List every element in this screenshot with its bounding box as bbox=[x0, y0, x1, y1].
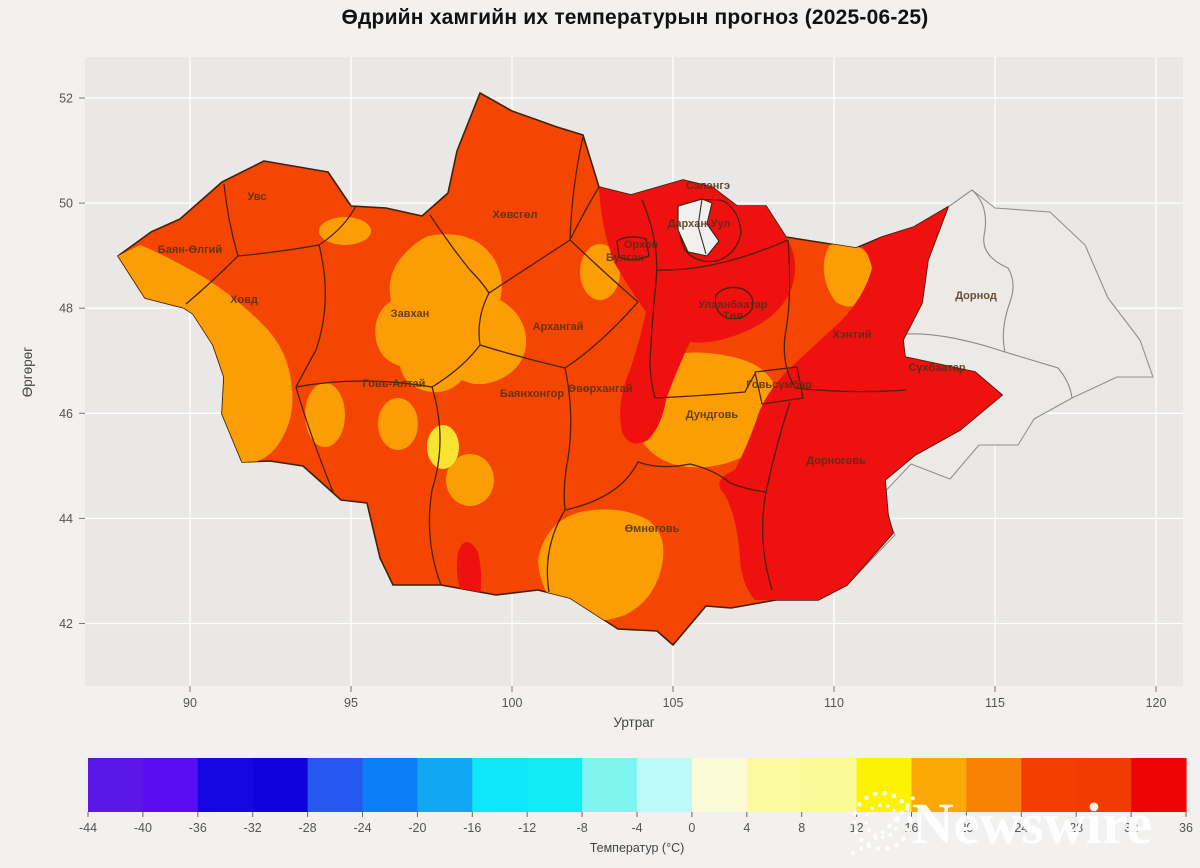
temperature-band-orange bbox=[118, 217, 876, 621]
colorbar-segment bbox=[746, 758, 803, 812]
region-label-Дорноговь: Дорноговь bbox=[806, 455, 866, 467]
y-tick-label: 44 bbox=[59, 512, 73, 526]
region-label-Говьсүмбэр: Говьсүмбэр bbox=[746, 379, 812, 391]
colorbar-segment bbox=[1076, 758, 1132, 812]
region-labels: Увс Баян-Өлгий Ховд Завхан Говь-Алтай Хөвсгөл… bbox=[158, 180, 997, 535]
region-label-Хөвсгөл: Хөвсгөл bbox=[493, 209, 538, 221]
region-label-Орхон: Орхон bbox=[624, 239, 658, 251]
region-label-Хэнтий: Хэнтий bbox=[833, 329, 872, 341]
x-tick-label: 95 bbox=[344, 696, 358, 710]
newswire-watermark-text: Newswire bbox=[912, 791, 1153, 856]
x-tick-label: 105 bbox=[663, 696, 684, 710]
region-label-Булган: Булган bbox=[606, 252, 644, 264]
colorbar-tick-label: -44 bbox=[79, 821, 97, 835]
region-label-Завхан: Завхан bbox=[391, 308, 430, 320]
region-label-Төв: Төв bbox=[723, 310, 743, 322]
colorbar-segment bbox=[911, 758, 967, 812]
colorbar-tick-label: -36 bbox=[189, 821, 207, 835]
colorbar-segment bbox=[307, 758, 364, 812]
colorbar-tick-label: 36 bbox=[1179, 821, 1193, 835]
region-label-Баян-Өлгий: Баян-Өлгий bbox=[158, 244, 222, 256]
colorbar-tick-label: 0 bbox=[688, 821, 695, 835]
colorbar-segment bbox=[856, 758, 913, 812]
colorbar-tick-label: 8 bbox=[798, 821, 805, 835]
colorbar-tick-label: 32 bbox=[1124, 821, 1138, 835]
temperature-band-red bbox=[456, 180, 1002, 600]
colorbar-segment bbox=[1131, 758, 1187, 812]
colorbar-tick-label: 20 bbox=[959, 821, 973, 835]
colorbar-tick-label: -28 bbox=[299, 821, 317, 835]
y-tick-label: 42 bbox=[59, 617, 73, 631]
x-tick-label: 100 bbox=[502, 696, 523, 710]
colorbar-tick-label: 4 bbox=[743, 821, 750, 835]
temperature-spot-yellow bbox=[427, 425, 459, 469]
region-label-Дархан-Уул: Дархан-Уул bbox=[668, 218, 731, 230]
axes: 90 95 100 105 110 115 120 52 50 48 46 44 42 bbox=[59, 92, 1166, 711]
y-tick-label: 50 bbox=[59, 197, 73, 211]
region-label-Сүхбаатар: Сүхбаатар bbox=[908, 362, 966, 374]
colorbar-label: Температур (°C) bbox=[590, 841, 685, 855]
y-tick-label: 52 bbox=[59, 92, 73, 106]
region-label-Баянхонгор: Баянхонгор bbox=[500, 388, 564, 400]
colorbar-segment bbox=[582, 758, 638, 812]
colorbar-segment bbox=[88, 758, 144, 812]
colorbar-segment bbox=[362, 758, 418, 812]
colorbar-tick-label: -32 bbox=[244, 821, 262, 835]
chart-title: Өдрийн хамгийн их температурын прогноз (… bbox=[341, 6, 929, 29]
x-axis-label: Уртраг bbox=[613, 715, 654, 730]
colorbar-segment bbox=[691, 758, 748, 812]
colorbar-tick-label: 12 bbox=[850, 821, 864, 835]
mongolia-map bbox=[117, 92, 1154, 646]
y-tick-label: 48 bbox=[59, 302, 73, 316]
colorbar-tick-label: -8 bbox=[577, 821, 588, 835]
colorbar-tick-label: -16 bbox=[463, 821, 481, 835]
colorbar-segment bbox=[801, 758, 858, 812]
colorbar: -44 -40 -36 -32 -28 -24 -20 -16 -12 -8 -4 0 4 8 12 16 20… bbox=[79, 758, 1193, 835]
region-label-Дорнод: Дорнод bbox=[955, 290, 997, 302]
colorbar-segment bbox=[197, 758, 254, 812]
colorbar-segment bbox=[142, 758, 199, 812]
colorbar-segment bbox=[527, 758, 583, 812]
colorbar-tick-label: 24 bbox=[1014, 821, 1028, 835]
y-axis-label: Өргөрөг bbox=[20, 347, 35, 397]
x-tick-label: 120 bbox=[1146, 696, 1167, 710]
x-tick-label: 115 bbox=[985, 696, 1005, 710]
region-label-Ховд: Ховд bbox=[230, 294, 258, 306]
colorbar-segment bbox=[1021, 758, 1077, 812]
colorbar-tick-label: -12 bbox=[518, 821, 536, 835]
colorbar-segment bbox=[252, 758, 309, 812]
region-label-Сэлэнгэ: Сэлэнгэ bbox=[686, 180, 730, 192]
aimag-borders-no-data-zone bbox=[904, 189, 1073, 399]
region-label-Архангай: Архангай bbox=[533, 321, 584, 333]
no-data-hole bbox=[677, 198, 720, 257]
colorbar-segment bbox=[637, 758, 693, 812]
colorbar-tick-label: -24 bbox=[353, 821, 371, 835]
colorbar-tick-label: -20 bbox=[408, 821, 426, 835]
watermark: Newswire bbox=[851, 790, 1153, 856]
region-label-Өвөрхангай: Өвөрхангай bbox=[568, 383, 633, 395]
y-tick-label: 46 bbox=[59, 407, 73, 421]
colorbar-tick-label: -4 bbox=[631, 821, 642, 835]
colorbar-segment bbox=[472, 758, 528, 812]
colorbar-tick-label: -40 bbox=[134, 821, 152, 835]
colorbar-tick-label: 28 bbox=[1069, 821, 1083, 835]
x-tick-label: 110 bbox=[824, 696, 844, 710]
region-label-Увс: Увс bbox=[247, 191, 266, 203]
colorbar-segment bbox=[417, 758, 473, 812]
region-label-Дундговь: Дундговь bbox=[686, 409, 739, 421]
colorbar-segment bbox=[966, 758, 1022, 812]
region-label-Өмнөговь: Өмнөговь bbox=[625, 523, 680, 535]
aimag-borders bbox=[185, 136, 907, 593]
globe-dots-icon bbox=[851, 790, 918, 855]
x-tick-label: 90 bbox=[183, 696, 197, 710]
region-label-Говь-Алтай: Говь-Алтай bbox=[363, 378, 426, 390]
region-label-Улаанбаатар: Улаанбаатар bbox=[698, 299, 768, 311]
